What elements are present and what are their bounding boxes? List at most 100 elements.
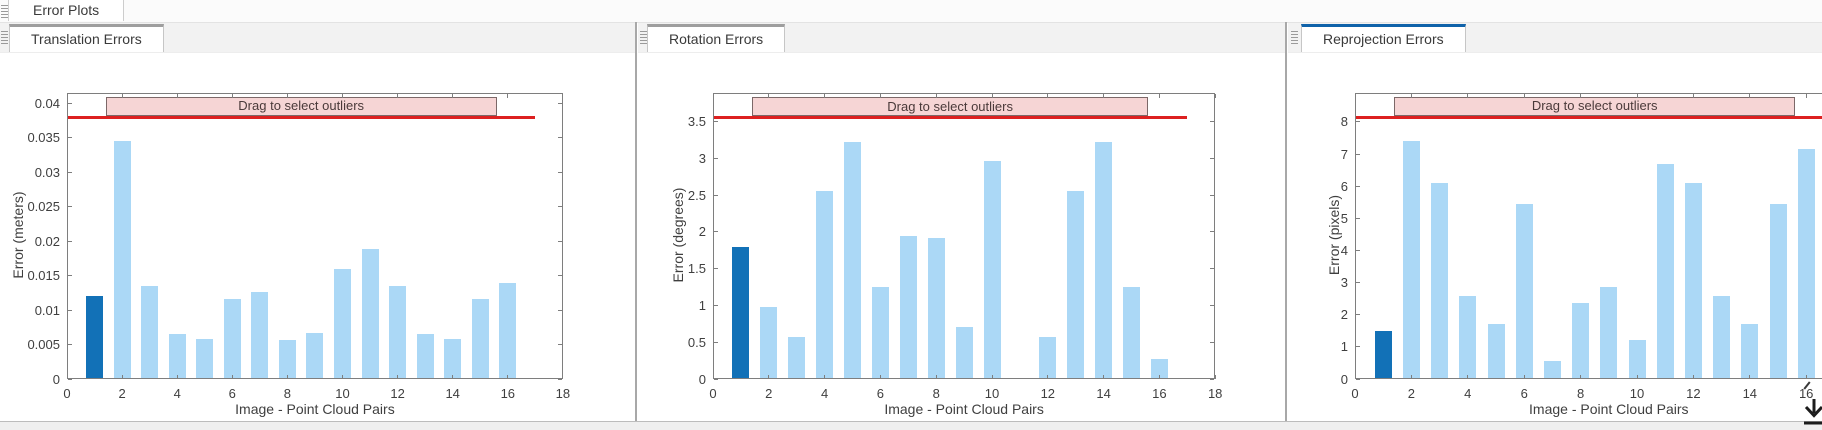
x-tick-top [231,94,233,98]
bar[interactable] [168,334,186,379]
y-tick-right [557,275,562,277]
bar[interactable] [788,337,806,379]
bar[interactable] [1543,361,1561,379]
y-tick [68,171,72,173]
y-tick-right [557,102,562,104]
bar[interactable] [1741,324,1759,379]
bar[interactable] [955,326,973,379]
bar[interactable] [113,141,131,379]
bar[interactable] [306,332,324,379]
drag-handle-icon[interactable] [1291,31,1298,45]
bar[interactable] [1067,190,1085,379]
x-tick-top [1214,94,1216,98]
bar[interactable] [1123,287,1140,379]
bar[interactable] [1684,182,1702,379]
bar[interactable] [760,306,778,379]
panel-divider[interactable] [1285,22,1287,421]
tab-translation-errors[interactable]: Translation Errors [9,24,164,52]
y-tick [1356,217,1360,219]
tab-error-plots[interactable]: Error Plots [8,0,125,21]
bar-selected[interactable] [86,296,104,379]
bar[interactable] [1713,296,1731,379]
outlier-drag-region[interactable]: Drag to select outliers [1394,97,1795,116]
bar[interactable] [278,340,296,379]
bar[interactable] [983,161,1001,379]
x-tick-top [1410,94,1412,98]
bar[interactable] [1769,203,1787,379]
bar[interactable] [1431,182,1449,379]
bar[interactable] [927,237,945,379]
x-tick-top [1805,94,1807,98]
bar[interactable] [1039,337,1057,379]
outlier-threshold-line[interactable] [1355,115,1822,119]
bar[interactable] [1402,141,1420,379]
outlier-drag-region[interactable]: Drag to select outliers [752,97,1149,117]
bar[interactable] [251,292,269,379]
bar[interactable] [1656,163,1674,379]
x-tick-label: 6 [228,386,236,401]
bar[interactable] [499,282,517,379]
y-tick-right [557,309,562,311]
y-tick-label: 0 [52,371,60,387]
y-tick [68,309,72,311]
outlier-drag-region[interactable]: Drag to select outliers [105,97,497,116]
bar-selected[interactable] [732,246,750,379]
bar[interactable] [1487,324,1505,379]
x-tick-label: 14 [1742,386,1758,401]
download-arrow-icon[interactable] [1802,398,1822,428]
x-tick [1410,375,1412,379]
outlier-threshold-line[interactable] [67,115,536,119]
x-tick [176,375,178,379]
bar-selected[interactable] [1374,330,1392,379]
x-tick-top [66,94,68,98]
x-tick [879,375,881,379]
bar[interactable] [1797,149,1815,379]
y-tick-label: 6 [1340,178,1348,194]
bar[interactable] [1459,296,1477,379]
bar[interactable] [1600,286,1618,379]
x-tick-label: 10 [984,386,1000,401]
outlier-threshold-line[interactable] [713,116,1188,120]
bar[interactable] [1095,141,1113,379]
bar[interactable] [1150,359,1168,379]
bar[interactable] [471,299,489,379]
bar[interactable] [816,190,834,379]
x-tick-top [1047,94,1049,98]
y-tick-label: 5 [1340,210,1348,226]
y-tick-right [557,171,562,173]
tab-rotation-errors[interactable]: Rotation Errors [647,24,786,52]
bar[interactable] [416,334,434,379]
bar[interactable] [1572,302,1590,379]
panel-divider[interactable] [635,22,637,421]
drag-handle-icon[interactable] [1,31,8,45]
drag-handle-icon[interactable] [640,31,647,45]
drag-handle-icon[interactable] [1,5,8,18]
y-tick-label: 2.5 [687,187,706,203]
bar[interactable] [871,287,889,379]
x-tick-label: 2 [765,386,773,401]
bar[interactable] [334,268,351,379]
y-tick-label: 4 [1340,242,1348,258]
y-tick-label: 0.01 [34,302,60,318]
bar[interactable] [899,235,917,379]
bar[interactable] [444,339,462,379]
bar[interactable] [196,339,214,379]
x-tick-top [879,94,881,98]
bar[interactable] [223,299,241,379]
y-tick-right [1210,378,1215,380]
plot-box-border [1355,93,1822,379]
bar[interactable] [141,285,159,379]
bar[interactable] [389,285,407,379]
x-tick-label: 14 [1096,386,1111,401]
tab-reprojection-errors[interactable]: Reprojection Errors [1301,24,1466,52]
bar[interactable] [844,141,861,379]
y-tick-right [557,137,562,139]
x-tick-label: 10 [1629,386,1645,401]
x-tick-label: 18 [555,386,571,401]
bar[interactable] [361,248,379,379]
bar[interactable] [1628,340,1646,379]
bar[interactable] [1515,203,1533,379]
